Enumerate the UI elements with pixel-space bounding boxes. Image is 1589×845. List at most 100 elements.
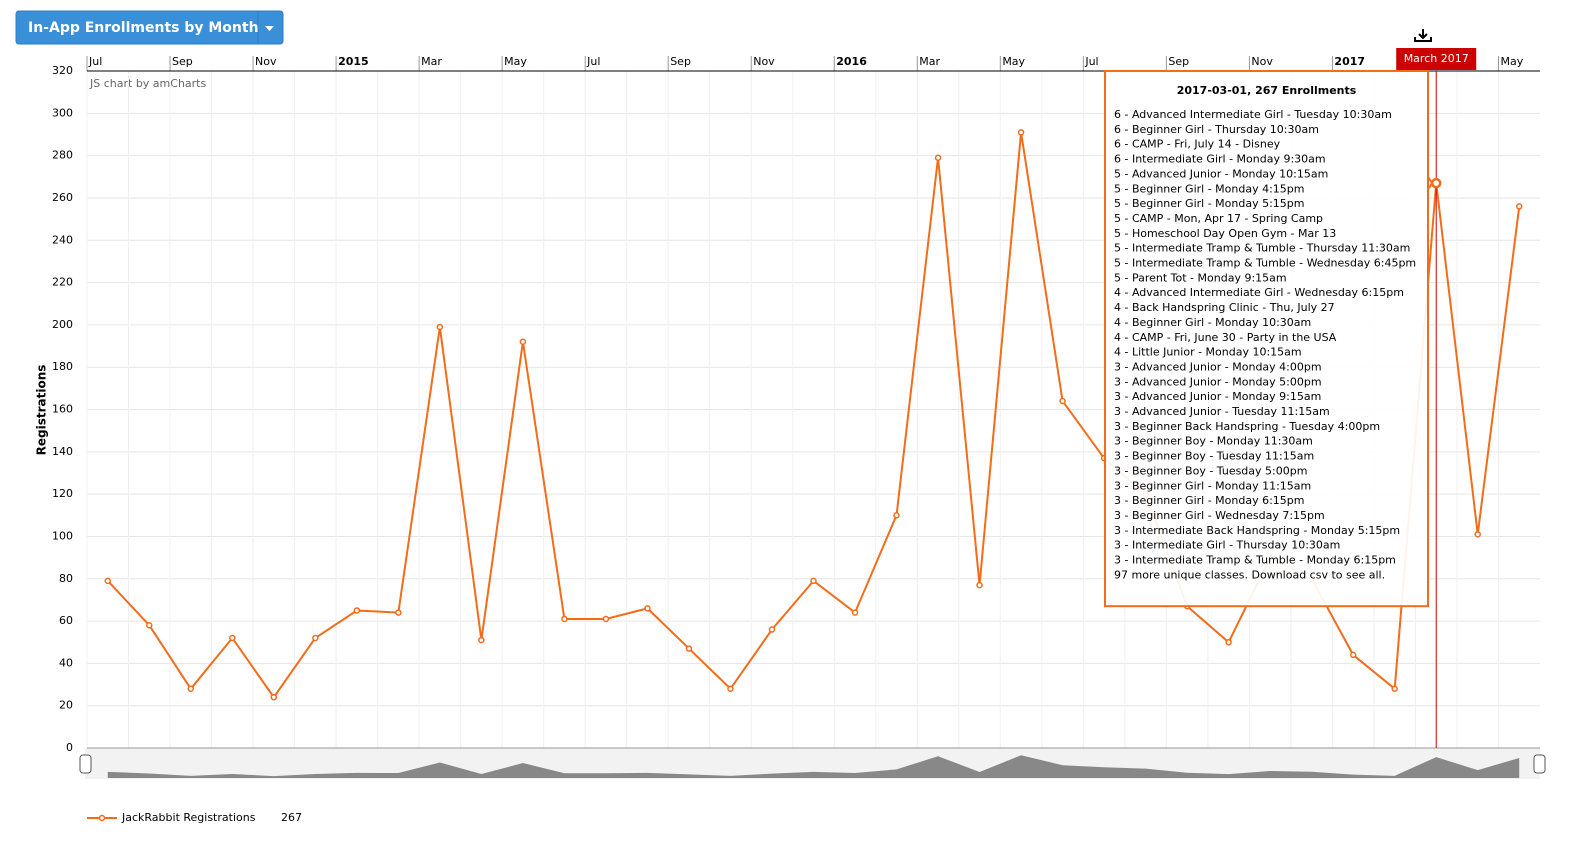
x-tick-label: Nov [1251,55,1273,68]
tooltip-line: 97 more unique classes. Download csv to … [1114,568,1385,581]
x-tick-label: Jul [88,55,102,68]
y-tick-label: 220 [52,276,73,289]
data-point [519,338,527,346]
tooltip-line: 4 - Advanced Intermediate Girl - Wednesd… [1114,286,1404,299]
tooltip-line: 3 - Intermediate Back Handspring - Monda… [1114,524,1400,537]
y-tick-label: 100 [52,529,73,542]
title-button[interactable] [15,10,284,45]
navigator-area [107,755,1520,778]
tooltip-title: 2017-03-01, 267 Enrollments [1177,84,1357,97]
y-tick-label: 80 [59,572,73,585]
data-point [395,609,402,616]
x-tick-label: Mar [919,55,940,68]
scroll-handle-left[interactable] [79,754,92,774]
tooltip-line: 3 - Beginner Girl - Monday 11:15am [1114,479,1311,492]
legend-label[interactable]: JackRabbit Registrations [121,811,256,824]
y-tick-label: 200 [52,318,73,331]
tooltip-line: 6 - Beginner Girl - Thursday 10:30am [1114,123,1319,136]
x-tick-label: Jul [586,55,600,68]
y-tick-label: 60 [59,614,73,627]
tooltip-line: 5 - Beginner Girl - Monday 5:15pm [1114,197,1305,210]
data-point [1225,638,1232,646]
tooltip-line: 3 - Intermediate Girl - Thursday 10:30am [1114,539,1340,552]
cursor-balloon [1396,48,1477,70]
x-tick-label: May [1002,55,1025,68]
data-point [1515,203,1523,210]
data-point [353,607,361,614]
cursor-label: March 2017 [1404,52,1469,65]
tooltip-line: 3 - Advanced Junior - Monday 5:00pm [1114,375,1322,388]
x-tick-label: Sep [670,55,691,68]
tooltip-line: 3 - Beginner Boy - Tuesday 11:15am [1114,450,1314,463]
tooltip-line: 5 - CAMP - Mon, Apr 17 - Spring Camp [1114,212,1323,225]
y-tick-label: 260 [52,191,73,204]
y-tick-label: 280 [52,149,73,162]
data-point [1059,397,1066,405]
y-tick-label: 0 [66,741,73,754]
tooltip-line: 5 - Homeschool Day Open Gym - Mar 13 [1114,227,1336,240]
y-tick-label: 160 [52,403,73,416]
tooltip-line: 3 - Beginner Girl - Monday 6:15pm [1114,494,1305,507]
scroll-handle-right[interactable] [1533,754,1546,774]
data-point [478,636,485,644]
legend-marker [98,814,106,822]
legend-value: 267 [281,811,302,824]
data-point [1474,531,1481,538]
y-tick-label: 120 [52,487,73,500]
x-tick-label: 2015 [338,55,369,68]
data-point [685,645,693,652]
data-point [851,609,859,616]
tooltip-line: 4 - Back Handspring Clinic - Thu, July 2… [1114,301,1335,314]
tooltip-line: 3 - Advanced Junior - Monday 9:15am [1114,390,1321,403]
data-point [602,615,610,623]
tooltip-line: 5 - Intermediate Tramp & Tumble - Wednes… [1114,257,1416,270]
tooltip-line: 5 - Advanced Junior - Monday 10:15am [1114,167,1328,180]
data-point [644,605,651,612]
tooltip-line: 6 - Intermediate Girl - Monday 9:30am [1114,153,1326,166]
tooltip-line: 3 - Beginner Girl - Wednesday 7:15pm [1114,509,1325,522]
download-icon[interactable] [1414,29,1432,42]
data-point [187,685,195,693]
tooltip-line: 5 - Beginner Girl - Monday 4:15pm [1114,182,1305,195]
tooltip-line: 3 - Intermediate Tramp & Tumble - Monday… [1114,554,1396,567]
dropdown-caret[interactable] [265,26,274,31]
y-tick-label: 320 [52,64,73,77]
y-tick-label: 300 [52,106,73,119]
x-tick-label: 2016 [836,55,867,68]
chart-title[interactable]: In-App Enrollments by Month [28,20,259,36]
tooltip-box [1104,70,1429,608]
tooltip-line: 4 - CAMP - Fri, June 30 - Party in the U… [1114,331,1337,344]
data-point [768,626,776,633]
x-tick-label: Nov [255,55,277,68]
credit[interactable]: JS chart by amCharts [89,77,206,90]
tooltip-line: 5 - Parent Tot - Monday 9:15am [1114,271,1287,284]
tooltip-line: 5 - Intermediate Tramp & Tumble - Thursd… [1114,242,1410,255]
data-point [104,577,112,585]
tooltip-line: 4 - Beginner Girl - Monday 10:30am [1114,316,1311,329]
x-tick-label: May [1500,55,1523,68]
tooltip-line: 6 - CAMP - Fri, July 14 - Disney [1114,138,1281,151]
data-point [270,693,278,701]
y-axis-label: Registrations [35,365,49,456]
tooltip-line: 3 - Advanced Junior - Tuesday 11:15am [1114,405,1330,418]
y-tick-label: 240 [52,233,73,246]
data-point [1349,651,1357,659]
tooltip-line: 3 - Beginner Boy - Tuesday 5:00pm [1114,464,1307,477]
tooltip-line: 3 - Beginner Back Handspring - Tuesday 4… [1114,420,1380,433]
x-tick-label: Jul [1084,55,1098,68]
tooltip-pointer [1427,176,1434,190]
data-point [1391,685,1398,693]
data-point [436,323,444,331]
data-point [934,154,942,161]
data-point [229,634,236,642]
data-point [312,634,319,642]
x-tick-label: Sep [172,55,193,68]
tooltip-line: 6 - Advanced Intermediate Girl - Tuesday… [1114,108,1392,121]
y-tick-label: 140 [52,445,73,458]
data-point [810,577,817,585]
tooltip-line: 3 - Beginner Boy - Monday 11:30am [1114,435,1313,448]
y-tick-label: 20 [59,699,73,712]
data-point [893,512,900,519]
data-point [561,615,568,623]
